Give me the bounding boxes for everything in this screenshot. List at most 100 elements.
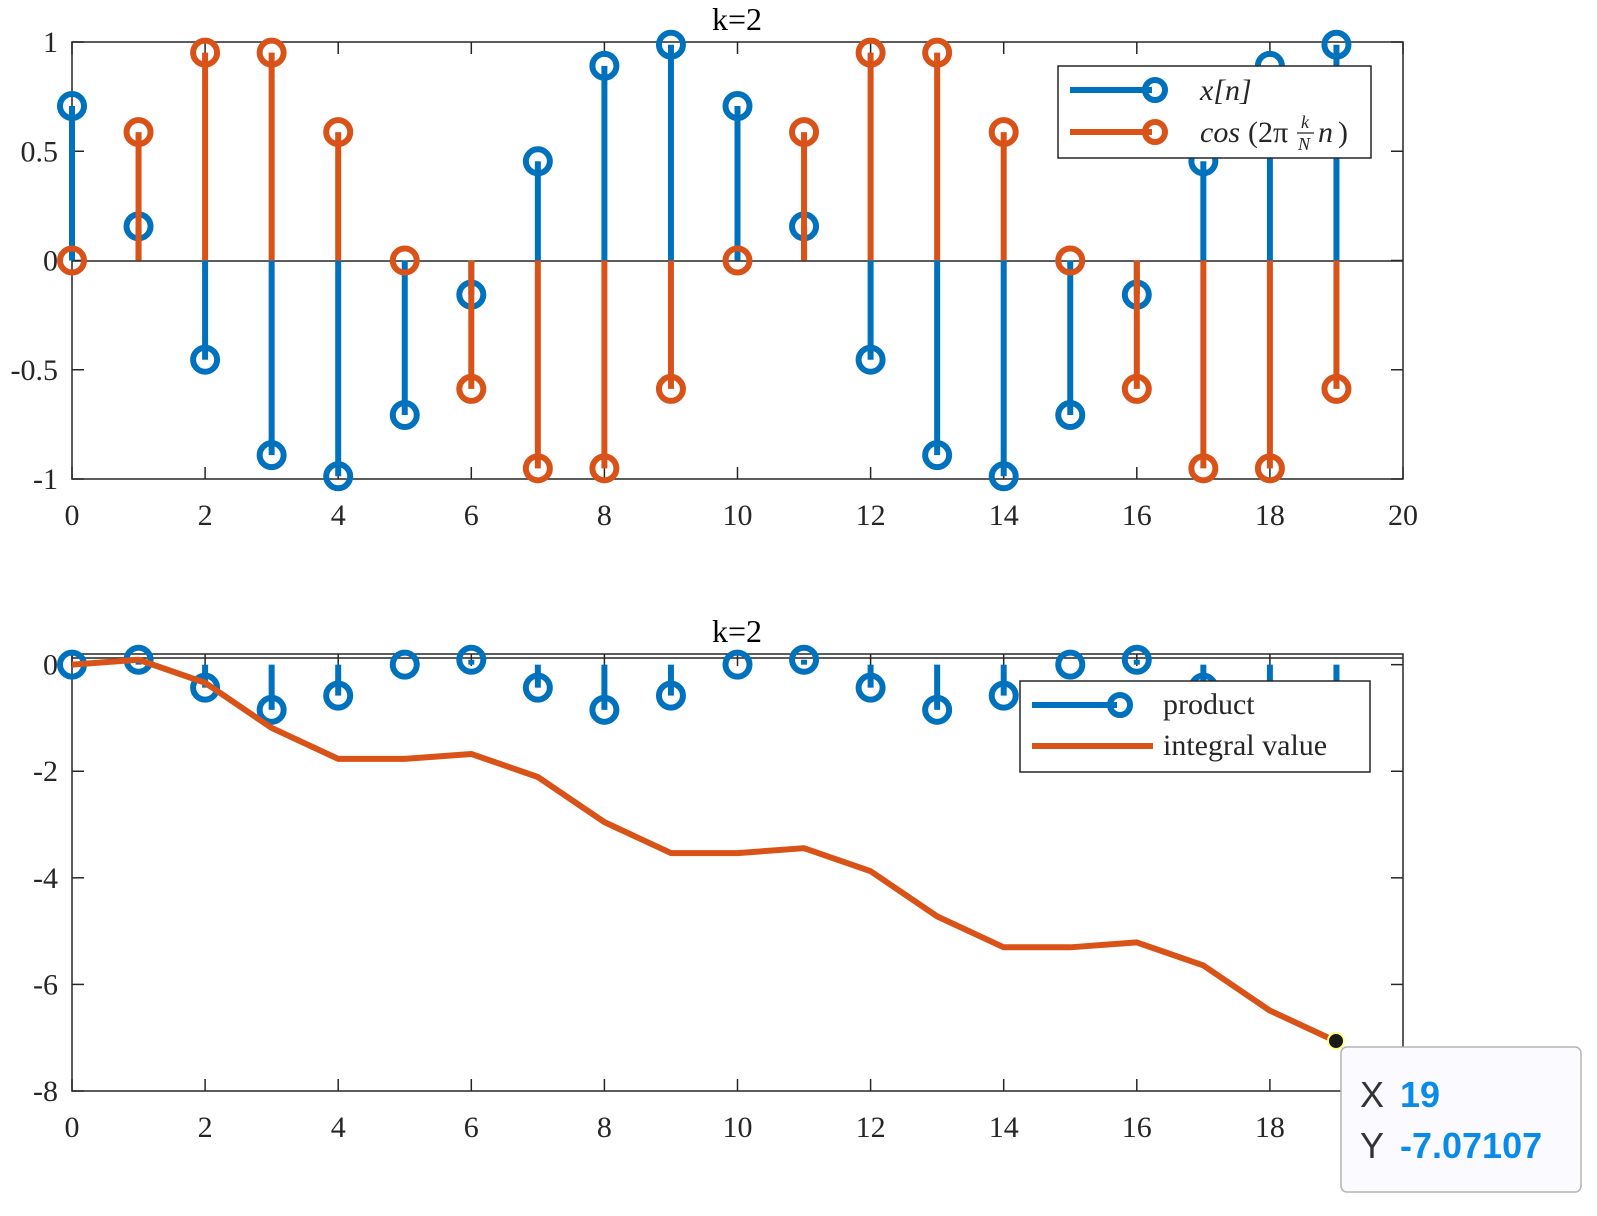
- top-legend-cos-paren: (2π: [1248, 116, 1288, 149]
- cos-2-k-n-n-marker[interactable]: [190, 37, 221, 68]
- product-marker[interactable]: [389, 649, 420, 680]
- x-n-marker[interactable]: [522, 146, 553, 177]
- datatip-y-value: -7.07107: [1400, 1125, 1542, 1166]
- top-legend-entry-xn[interactable]: x[n]: [1070, 74, 1252, 107]
- x-tick-label: 20: [1388, 499, 1418, 532]
- y-tick-label: -2: [33, 755, 58, 788]
- y-tick-label: -6: [33, 968, 58, 1001]
- x-n-marker[interactable]: [57, 90, 87, 121]
- product-marker[interactable]: [456, 644, 487, 675]
- cos-2-k-n-n-marker[interactable]: [256, 37, 287, 68]
- x-tick-label: 6: [464, 499, 479, 532]
- x-tick-label: 16: [1122, 1111, 1152, 1144]
- x-n-marker[interactable]: [655, 29, 686, 60]
- x-n-marker[interactable]: [1321, 29, 1352, 60]
- x-tick-label: 10: [723, 499, 753, 532]
- x-n-marker[interactable]: [190, 344, 221, 375]
- bottom-legend-product-label: product: [1163, 688, 1255, 721]
- product-marker[interactable]: [655, 680, 686, 711]
- product-marker[interactable]: [855, 672, 886, 703]
- y-tick-label: -8: [33, 1075, 58, 1108]
- cos-2-k-n-n-marker[interactable]: [1188, 453, 1219, 484]
- top-legend-entry-cos[interactable]: cos (2π k N n ): [1070, 112, 1348, 154]
- cos-2-k-n-n-marker[interactable]: [855, 37, 886, 68]
- cos-2-k-n-n-marker[interactable]: [722, 245, 753, 276]
- x-tick-label: 10: [723, 1111, 753, 1144]
- cos-2-k-n-n-marker[interactable]: [57, 245, 87, 276]
- x-n-marker[interactable]: [988, 461, 1019, 492]
- x-tick-label: 0: [65, 499, 80, 532]
- y-tick-label: -1: [33, 463, 58, 496]
- cos-2-k-n-n-marker[interactable]: [589, 453, 620, 484]
- y-tick-label: -0.5: [11, 354, 59, 387]
- x-n-marker[interactable]: [389, 400, 420, 431]
- x-tick-label: 0: [65, 1111, 80, 1144]
- datatip[interactable]: X 19 Y -7.07107: [1327, 1032, 1582, 1193]
- x-tick-label: 18: [1255, 499, 1285, 532]
- product-marker[interactable]: [1121, 644, 1152, 675]
- top-legend-cos-frac-num: k: [1301, 112, 1310, 132]
- product-marker[interactable]: [522, 672, 553, 703]
- product-marker[interactable]: [988, 680, 1019, 711]
- bottom-legend-product-marker: [1107, 692, 1133, 718]
- x-tick-label: 16: [1122, 499, 1152, 532]
- x-n-marker[interactable]: [256, 440, 287, 471]
- cos-2-k-n-n-marker[interactable]: [522, 453, 553, 484]
- product-marker[interactable]: [256, 694, 287, 725]
- x-tick-label: 2: [198, 1111, 213, 1144]
- product-marker[interactable]: [922, 694, 953, 725]
- datatip-marker[interactable]: [1327, 1032, 1345, 1050]
- cos-2-k-n-n-marker[interactable]: [1055, 245, 1086, 276]
- cos-2-k-n-n-marker[interactable]: [323, 117, 354, 148]
- bottom-axes-ticks: 0 2 4 6 8 10 12 14 16 18 0 -2 -4 -6 -8: [33, 649, 1403, 1144]
- x-n-marker[interactable]: [589, 50, 620, 81]
- datatip-x-label: X: [1360, 1074, 1384, 1115]
- bottom-legend-integral-label: integral value: [1163, 729, 1327, 762]
- x-n-marker[interactable]: [855, 344, 886, 375]
- cos-2-k-n-n-marker[interactable]: [1321, 373, 1352, 404]
- product-marker[interactable]: [589, 694, 620, 725]
- integral-value-line: [71, 656, 1338, 1045]
- product-marker[interactable]: [1055, 649, 1086, 680]
- top-legend[interactable]: x[n] cos (2π k N n ): [1057, 65, 1372, 159]
- y-tick-label: -4: [33, 862, 58, 895]
- datatip-y-label: Y: [1360, 1125, 1384, 1166]
- top-axes-ticks: 0 2 4 6 8 10 12 14 16 18 20 1 0.5 0 -0.5 -1: [11, 26, 1419, 532]
- x-n-marker[interactable]: [722, 90, 753, 121]
- x-tick-label: 4: [331, 1111, 346, 1144]
- product-marker[interactable]: [722, 649, 753, 680]
- cos-2-k-n-n-marker[interactable]: [988, 117, 1019, 148]
- cos-2-k-n-n-marker[interactable]: [789, 117, 820, 148]
- cos-2-k-n-n-marker[interactable]: [1254, 453, 1285, 484]
- product-marker[interactable]: [789, 644, 820, 675]
- bottom-axes: k=2 0 2 4 6 8 10 12 14 16 18 0 -2 -4 -6 -8 product int…: [33, 613, 1582, 1193]
- top-axes-title: k=2: [712, 1, 762, 37]
- cos-2-k-n-n-marker[interactable]: [456, 373, 487, 404]
- bottom-legend-entry-product[interactable]: product: [1032, 688, 1255, 721]
- bottom-legend[interactable]: product integral value: [1019, 680, 1371, 773]
- bottom-legend-entry-integral[interactable]: integral value: [1032, 729, 1327, 762]
- x-tick-label: 12: [856, 499, 886, 532]
- x-tick-label: 14: [989, 499, 1019, 532]
- top-legend-xn-label: x[n]: [1199, 74, 1252, 107]
- x-tick-label: 8: [597, 1111, 612, 1144]
- top-legend-xn-marker: [1142, 77, 1168, 103]
- x-tick-label: 8: [597, 499, 612, 532]
- product-marker[interactable]: [323, 680, 354, 711]
- cos-2-k-n-n-marker[interactable]: [389, 245, 420, 276]
- top-legend-cos-prefix: cos: [1200, 116, 1240, 149]
- top-legend-box: [1057, 65, 1372, 159]
- x-tick-label: 18: [1255, 1111, 1285, 1144]
- bottom-axes-title: k=2: [712, 613, 762, 649]
- y-tick-label: 1: [43, 26, 58, 59]
- cos-2-k-n-n-marker[interactable]: [655, 373, 686, 404]
- cos-2-k-n-n-marker[interactable]: [123, 117, 154, 148]
- cos-2-k-n-n-marker[interactable]: [922, 37, 953, 68]
- x-n-marker[interactable]: [922, 440, 953, 471]
- cos-2-k-n-n-marker[interactable]: [1121, 373, 1152, 404]
- x-n-marker[interactable]: [1055, 400, 1086, 431]
- top-legend-cos-n: n: [1318, 116, 1333, 149]
- top-legend-cos-marker: [1142, 119, 1168, 145]
- x-n-marker[interactable]: [323, 461, 354, 492]
